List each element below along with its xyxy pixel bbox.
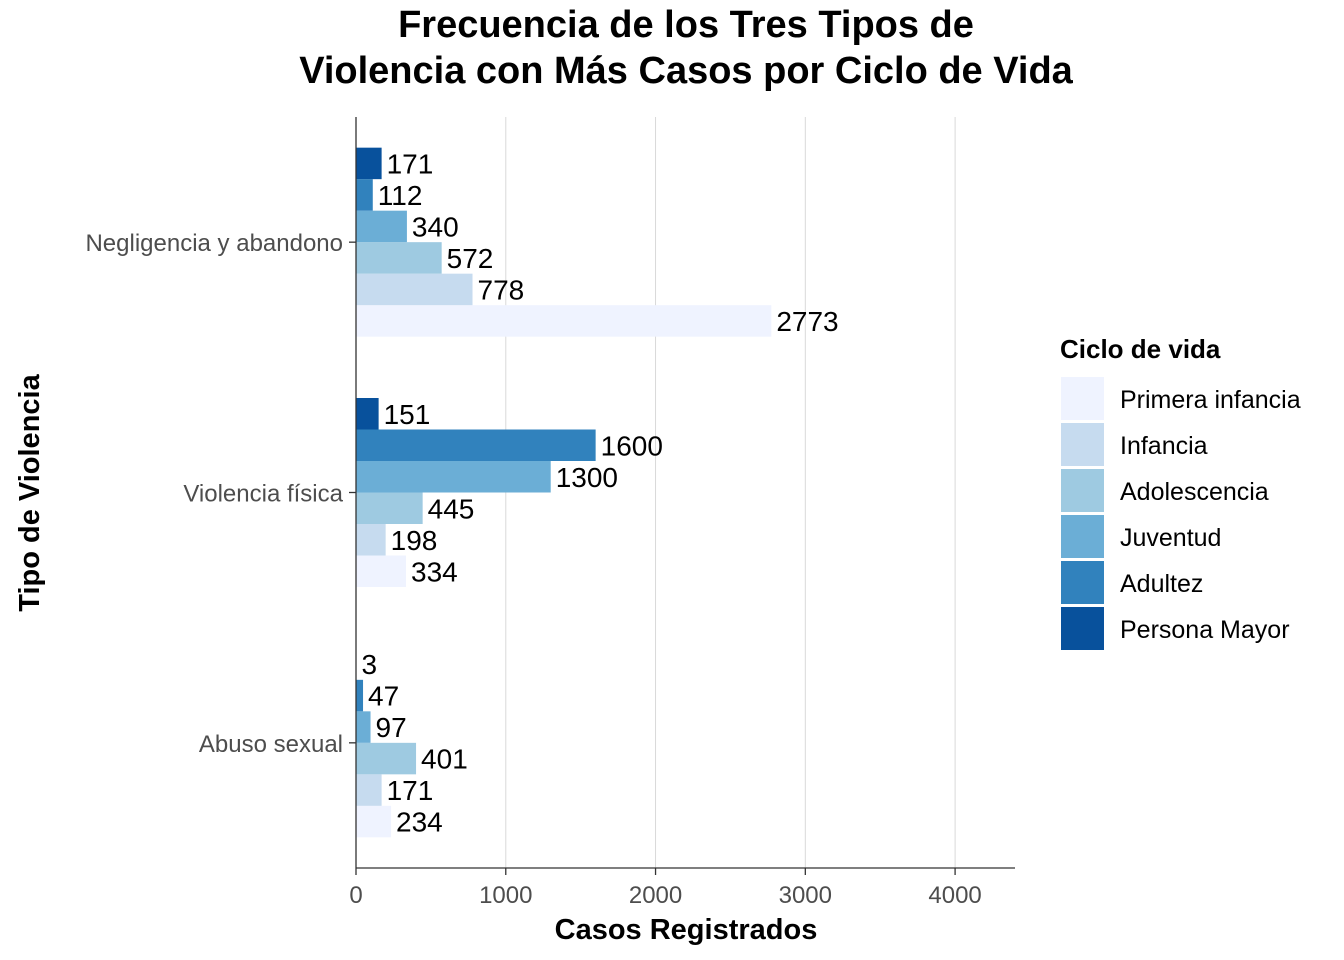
bar	[356, 398, 379, 430]
legend-swatch	[1061, 561, 1104, 604]
data-label: 97	[376, 712, 407, 743]
bar	[356, 555, 407, 587]
bars	[356, 147, 772, 838]
bar	[356, 524, 386, 556]
bar	[356, 774, 382, 806]
legend-swatch	[1061, 423, 1104, 466]
x-axis-ticks: 0 1000 2000 3000 4000	[349, 868, 982, 909]
y-axis-title: Tipo de Violencia	[14, 373, 46, 611]
legend-swatch	[1061, 515, 1104, 558]
bar	[356, 242, 442, 274]
bar	[356, 273, 473, 306]
legend-title: Ciclo de vida	[1060, 334, 1221, 364]
bar	[356, 429, 596, 461]
legend-label: Persona Mayor	[1120, 616, 1290, 644]
x-tick-label: 0	[349, 882, 362, 909]
y-tick-label: Abuso sexual	[199, 731, 343, 758]
data-label: 445	[428, 493, 475, 524]
y-tick-label: Violencia física	[183, 481, 343, 508]
legend-label: Infancia	[1120, 432, 1208, 460]
data-label: 151	[384, 399, 431, 430]
data-label: 3	[361, 649, 377, 680]
bar	[356, 210, 407, 243]
legend-swatch	[1061, 469, 1104, 512]
bar	[356, 805, 392, 838]
legend-label: Adultez	[1120, 570, 1203, 598]
legend-label: Juventud	[1120, 524, 1221, 552]
bar	[356, 179, 373, 211]
x-tick-label: 3000	[779, 882, 832, 909]
data-label: 778	[478, 274, 525, 305]
data-label: 112	[378, 180, 423, 211]
legend-label: Primera infancia	[1120, 386, 1301, 414]
bar	[356, 679, 364, 712]
data-label: 1300	[556, 462, 618, 493]
data-label: 334	[411, 556, 458, 587]
data-label: 171	[387, 775, 434, 806]
data-labels: 2773778572340112171334198445130016001512…	[361, 148, 838, 837]
chart-title-line-2: Violencia con Más Casos por Ciclo de Vid…	[299, 50, 1073, 92]
y-tick-label: Negligencia y abandono	[85, 230, 343, 257]
data-label: 340	[412, 211, 459, 242]
data-label: 234	[396, 807, 443, 838]
data-label: 2773	[776, 306, 838, 337]
y-axis-ticks: Negligencia y abandono Violencia física Ab…	[85, 230, 356, 758]
data-label: 47	[368, 681, 399, 712]
x-tick-label: 4000	[928, 882, 981, 909]
legend-label: Adolescencia	[1120, 478, 1269, 506]
chart-title-line-1: Frecuencia de los Tres Tipos de	[398, 4, 974, 46]
legend-swatch	[1061, 377, 1104, 420]
legend: Ciclo de vida Primera infancia Infancia Ad…	[1060, 334, 1301, 650]
bar	[356, 711, 371, 743]
data-label: 198	[391, 525, 438, 556]
data-label: 171	[387, 148, 434, 179]
bar	[356, 147, 382, 180]
x-tick-label: 1000	[479, 882, 532, 909]
bar	[356, 492, 423, 524]
legend-swatch	[1061, 607, 1104, 650]
data-label: 1600	[601, 430, 663, 461]
x-tick-label: 2000	[629, 882, 682, 909]
data-label: 401	[421, 744, 468, 775]
bar	[356, 305, 772, 337]
bar	[356, 742, 417, 775]
x-axis-title: Casos Registrados	[555, 914, 818, 946]
data-label: 572	[447, 243, 494, 274]
bar	[356, 461, 551, 493]
